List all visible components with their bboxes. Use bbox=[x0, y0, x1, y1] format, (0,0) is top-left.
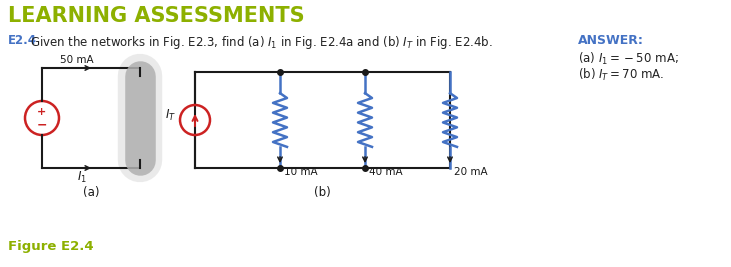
Text: LEARNING ASSESSMENTS: LEARNING ASSESSMENTS bbox=[8, 6, 305, 26]
Text: 20 mA: 20 mA bbox=[454, 167, 488, 177]
Text: +: + bbox=[37, 107, 47, 117]
Text: E2.4: E2.4 bbox=[8, 34, 37, 47]
Text: (b) $I_T = 70$ mA.: (b) $I_T = 70$ mA. bbox=[578, 67, 664, 83]
Text: 10 mA: 10 mA bbox=[284, 167, 318, 177]
Text: $I_T$: $I_T$ bbox=[165, 107, 176, 123]
Text: Given the networks in Fig. E2.3, find (a) $I_1$ in Fig. E2.4a and (b) $I_T$ in F: Given the networks in Fig. E2.3, find (a… bbox=[30, 34, 493, 51]
Text: ANSWER:: ANSWER: bbox=[578, 34, 644, 47]
Text: 40 mA: 40 mA bbox=[369, 167, 403, 177]
Text: −: − bbox=[37, 119, 48, 132]
Text: (a) $I_1 = -50$ mA;: (a) $I_1 = -50$ mA; bbox=[578, 51, 679, 67]
Text: 50 mA: 50 mA bbox=[60, 55, 94, 65]
Text: (a): (a) bbox=[83, 186, 99, 199]
Text: $I_1$: $I_1$ bbox=[77, 170, 87, 185]
Text: Figure E2.4: Figure E2.4 bbox=[8, 240, 94, 253]
Text: (b): (b) bbox=[314, 186, 331, 199]
